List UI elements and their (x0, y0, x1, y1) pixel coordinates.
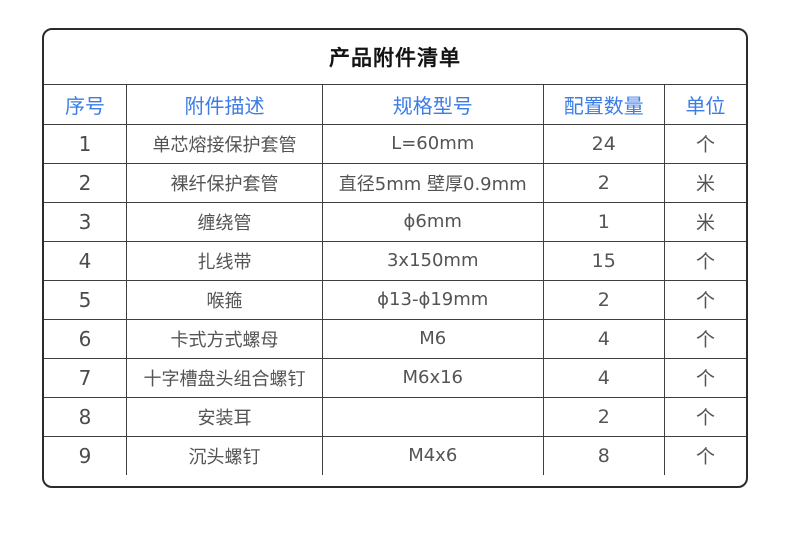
cell-unit: 个 (695, 446, 715, 469)
table-row: 2 裸纤保护套管 直径5mm 壁厚0.9mm 2 米 (44, 163, 746, 203)
cell-unit: 米 (664, 163, 746, 203)
cell-spec: 3x150mm (322, 241, 544, 281)
cell-unit: 个 (664, 241, 746, 281)
cell-index: 1 (44, 124, 128, 164)
cell-description: 十字槽盘头组合螺钉 (126, 358, 323, 398)
cell-quantity: 2 (543, 163, 665, 203)
table-row: 4 扎线带 3x150mm 15 个 (44, 241, 746, 281)
cell-spec: M4x6 (322, 436, 544, 475)
cell-quantity: 4 (543, 319, 665, 359)
cell-description: 缠绕管 (126, 202, 323, 242)
table-row: 9 沉头螺钉 M4x6 8 个 (44, 436, 746, 475)
cell-quantity: 2 (543, 280, 665, 320)
table-title-bar: 产品附件清单 (44, 30, 746, 85)
cell-unit: 个 (664, 319, 746, 359)
table-body: 1 单芯熔接保护套管 L=60mm 24 个 2 裸纤保护套管 直径5mm 壁厚0.9mm 2 米… (44, 124, 746, 475)
cell-spec: M6 (322, 319, 544, 359)
cell-unit: 个 (664, 358, 746, 398)
cell-description: 卡式方式螺母 (126, 319, 323, 359)
cell-unit: 米 (664, 202, 746, 242)
table-row: 8 安装耳 2 个 (44, 397, 746, 437)
cell-index: 2 (44, 163, 128, 203)
cell-unit: 个 (664, 397, 746, 437)
cell-spec: M6x16 (322, 358, 544, 398)
cell-quantity: 4 (543, 358, 665, 398)
cell-spec (322, 397, 544, 437)
cell-index: 5 (44, 280, 128, 320)
column-header-quantity: 配置数量 (543, 85, 665, 125)
cell-description: 裸纤保护套管 (126, 163, 323, 203)
cell-index: 9 (44, 436, 128, 475)
cell-description: 扎线带 (126, 241, 323, 281)
cell-index: 3 (44, 202, 128, 242)
cell-index: 6 (44, 319, 128, 359)
cell-index: 8 (44, 397, 128, 437)
cell-quantity: 24 (543, 124, 665, 164)
cell-description: 喉箍 (126, 280, 323, 320)
page-title: 产品附件清单 (329, 46, 461, 70)
cell-quantity: 8 (543, 436, 665, 475)
column-header-unit: 单位 (664, 85, 746, 125)
table-header: 序号 附件描述 规格型号 配置数量 单位 (44, 85, 746, 125)
accessories-table-card: 产品附件清单 序号 附件描述 规格型号 配置数量 单位 1 单芯熔接保护套管 L=6… (42, 28, 748, 488)
cell-description: 单芯熔接保护套管 (126, 124, 323, 164)
column-header-description: 附件描述 (126, 85, 323, 125)
cell-spec: ϕ13-ϕ19mm (322, 280, 544, 320)
accessories-table: 序号 附件描述 规格型号 配置数量 单位 1 单芯熔接保护套管 L=60mm 24 个 2… (44, 85, 746, 475)
cell-description: 沉头螺钉 (126, 436, 323, 475)
cell-unit: 个 (664, 280, 746, 320)
cell-quantity: 1 (543, 202, 665, 242)
cell-quantity: 15 (543, 241, 665, 281)
table-row: 1 单芯熔接保护套管 L=60mm 24 个 (44, 124, 746, 164)
table-row: 5 喉箍 ϕ13-ϕ19mm 2 个 (44, 280, 746, 320)
cell-spec: ϕ6mm (322, 202, 544, 242)
cell-spec: L=60mm (322, 124, 544, 164)
table-row: 6 卡式方式螺母 M6 4 个 (44, 319, 746, 359)
column-header-spec: 规格型号 (322, 85, 544, 125)
cell-index: 4 (44, 241, 128, 281)
header-row: 序号 附件描述 规格型号 配置数量 单位 (44, 85, 746, 125)
cell-quantity: 2 (543, 397, 665, 437)
table-row: 3 缠绕管 ϕ6mm 1 米 (44, 202, 746, 242)
table-row: 7 十字槽盘头组合螺钉 M6x16 4 个 (44, 358, 746, 398)
cell-spec: 直径5mm 壁厚0.9mm (322, 163, 544, 203)
cell-unit: 个 (664, 124, 746, 164)
cell-index: 7 (44, 358, 128, 398)
column-header-index: 序号 (44, 85, 128, 125)
cell-description: 安装耳 (126, 397, 323, 437)
